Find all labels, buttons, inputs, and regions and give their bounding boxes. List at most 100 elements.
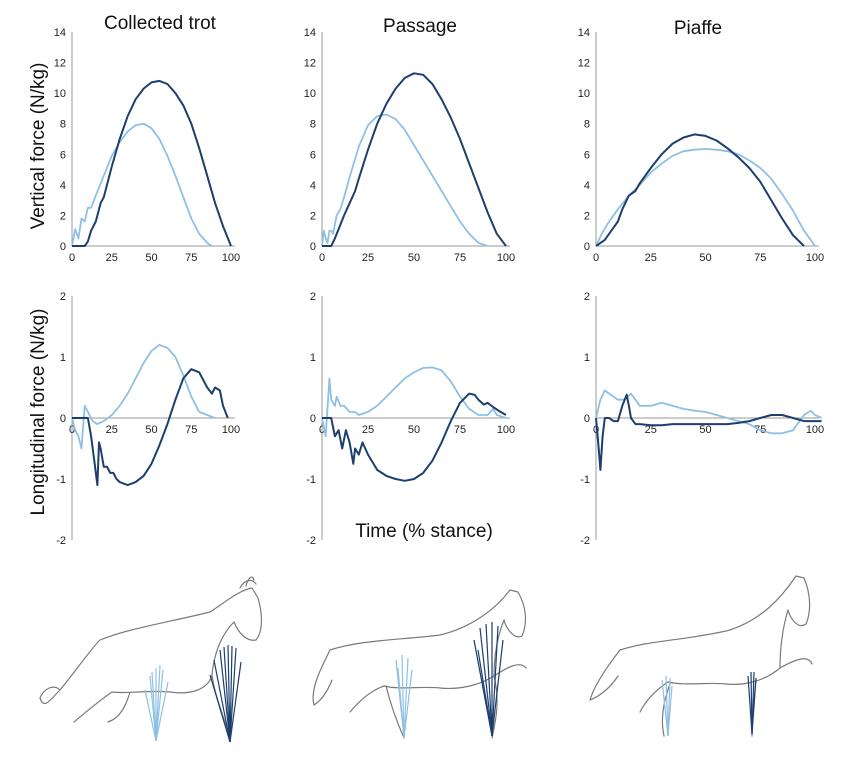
y-tick-label: 0	[60, 241, 66, 253]
forelimb-force-line	[71, 343, 216, 450]
panel-piaffe-vertical: 0 2 4 6 8 10 12 14 0 25 50 75 100	[578, 27, 824, 264]
forelimb-force-line	[321, 366, 507, 438]
forelimb-force-vectors	[661, 675, 673, 737]
horse-body-outline	[312, 589, 527, 739]
hindlimb-force-line	[72, 368, 229, 487]
y-tick-label: 10	[304, 88, 316, 100]
x-tick-label: 75	[185, 424, 197, 436]
x-tick-label: 0	[319, 424, 325, 436]
y-tick-label: 4	[310, 180, 316, 192]
hindlimb-force-line	[322, 392, 507, 482]
panel-collected-trot-vertical: 0 2 4 6 8 10 12 14 0 25 50 75 100	[54, 27, 240, 264]
y-tick-label: 0	[310, 413, 316, 425]
y-tick-label: -2	[306, 535, 316, 547]
forelimb-force-line	[71, 122, 213, 247]
horse-illustrations	[39, 575, 813, 743]
y-tick-label: 6	[60, 149, 66, 161]
x-tick-label: 25	[645, 424, 657, 436]
hindlimb-force-line	[595, 393, 822, 471]
hindlimb-force-line	[595, 133, 805, 247]
y-tick-label: 2	[584, 210, 590, 222]
x-tick-label: 0	[69, 252, 75, 264]
horse-body-outline	[39, 587, 263, 739]
forelimb-force-line	[595, 389, 822, 435]
y-tick-label: -2	[56, 535, 66, 547]
x-axis-label: Time (% stance)	[355, 521, 493, 542]
x-tick-label: 0	[593, 424, 599, 436]
y-tick-label: 12	[578, 58, 590, 70]
hindlimb-force-line	[322, 72, 507, 247]
horse-piaffe	[589, 575, 813, 737]
y-tick-label: -1	[580, 474, 590, 486]
x-tick-label: 25	[106, 252, 118, 264]
x-tick-label: 50	[145, 252, 157, 264]
x-tick-label: 50	[408, 252, 420, 264]
x-tick-label: 100	[222, 424, 240, 436]
y-tick-label: 2	[310, 210, 316, 222]
y-tick-label: -1	[306, 474, 316, 486]
y-tick-label: 14	[54, 27, 66, 39]
x-tick-label: 100	[806, 424, 824, 436]
y-tick-label: 1	[60, 352, 66, 364]
y-tick-label: 12	[304, 58, 316, 70]
x-tick-label: 75	[185, 252, 197, 264]
y-tick-label: 6	[310, 149, 316, 161]
x-tick-label: 100	[222, 252, 240, 264]
x-tick-label: 0	[593, 252, 599, 264]
hindlimb-force-line	[72, 79, 232, 247]
x-tick-label: 100	[497, 252, 515, 264]
y-tick-label: 6	[584, 149, 590, 161]
y-tick-label: 2	[60, 291, 66, 303]
y-tick-label: 1	[584, 352, 590, 364]
y-axis-label-longitudinal: Longitudinal force (N/kg)	[28, 309, 49, 516]
y-tick-label: 10	[54, 88, 66, 100]
y-tick-label: 4	[60, 180, 66, 192]
x-tick-label: 75	[454, 252, 466, 264]
column-title-piaffe: Piaffe	[674, 18, 722, 39]
forelimb-force-line	[595, 148, 816, 247]
x-tick-label: 25	[106, 424, 118, 436]
y-tick-label: 12	[54, 58, 66, 70]
y-tick-label: 2	[584, 291, 590, 303]
y-tick-label: 0	[60, 413, 66, 425]
y-tick-label: 0	[584, 413, 590, 425]
hindlimb-force-vectors	[473, 622, 504, 737]
forelimb-force-vectors	[144, 664, 169, 742]
y-tick-label: 10	[578, 88, 590, 100]
y-tick-label: 4	[584, 180, 590, 192]
panel-passage-vertical: 0 2 4 6 8 10 12 14 0 25 50 75 100	[304, 27, 515, 264]
hindlimb-force-vectors	[747, 671, 757, 735]
forelimb-force-line	[321, 113, 488, 247]
x-tick-label: 75	[754, 252, 766, 264]
panel-passage-longitudinal: -2 -1 0 1 2 0 25 50 75 100	[306, 291, 515, 547]
y-tick-label: 1	[310, 352, 316, 364]
hindlimb-force-vectors	[209, 644, 242, 743]
x-tick-label: 0	[69, 424, 75, 436]
x-tick-label: 100	[497, 424, 515, 436]
y-tick-label: -2	[580, 535, 590, 547]
y-tick-label: 8	[310, 119, 316, 131]
y-tick-label: 2	[310, 291, 316, 303]
horse-collected-trot	[39, 576, 263, 743]
x-tick-label: 50	[145, 424, 157, 436]
x-tick-label: 50	[699, 252, 711, 264]
y-tick-label: -1	[56, 474, 66, 486]
y-tick-label: 2	[60, 210, 66, 222]
x-tick-label: 100	[806, 252, 824, 264]
y-tick-label: 0	[310, 241, 316, 253]
y-tick-label: 0	[584, 241, 590, 253]
forelimb-force-vectors	[395, 654, 413, 739]
y-tick-label: 14	[578, 27, 590, 39]
horse-head-outline	[239, 576, 257, 589]
column-title-collected-trot: Collected trot	[104, 13, 217, 34]
horse-passage	[312, 589, 527, 739]
x-tick-label: 50	[699, 424, 711, 436]
x-tick-label: 25	[362, 252, 374, 264]
y-tick-label: 8	[60, 119, 66, 131]
x-tick-label: 0	[319, 252, 325, 264]
panel-collected-trot-longitudinal: -2 -1 0 1 2 0 25 50 75 100	[56, 291, 240, 547]
x-tick-label: 25	[362, 424, 374, 436]
